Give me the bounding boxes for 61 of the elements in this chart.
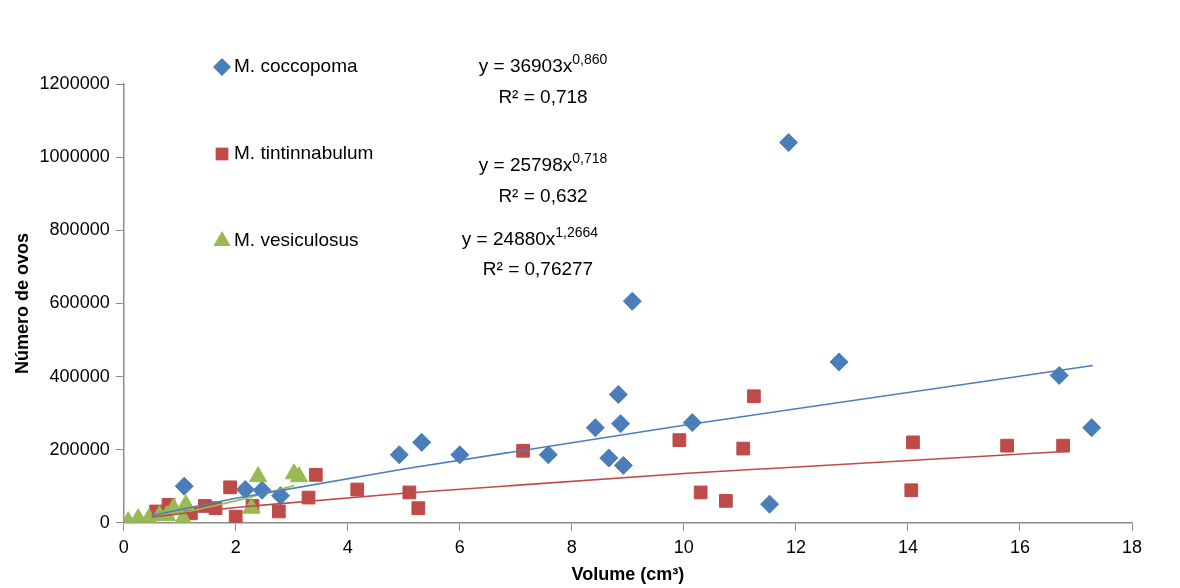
legend-label: M. coccopoma	[234, 55, 358, 77]
y-tick-label: 0	[99, 511, 110, 532]
point	[736, 441, 751, 456]
point	[1049, 365, 1069, 385]
y-tick-label: 600000	[49, 292, 110, 313]
y-tick-label: 1000000	[39, 146, 110, 167]
y-tick-label: 800000	[49, 219, 110, 240]
y-axis-title: Número de ovos	[11, 232, 32, 374]
point	[450, 445, 470, 465]
x-tick-label: 6	[454, 536, 465, 557]
point	[252, 480, 272, 500]
point	[389, 445, 409, 465]
x-tick-label: 16	[1009, 536, 1030, 557]
point	[672, 433, 687, 448]
x-tick-label: 18	[1121, 536, 1143, 557]
x-tick-label: 4	[342, 536, 353, 557]
x-tick-label: 14	[897, 536, 918, 557]
annotation: R² = 0,718	[498, 86, 588, 108]
point	[829, 352, 849, 372]
annotation: R² = 0,632	[498, 185, 588, 207]
point	[271, 486, 291, 506]
x-tick-label: 0	[118, 536, 129, 557]
point	[223, 480, 237, 495]
point	[719, 494, 733, 508]
y-tick-label: 200000	[49, 438, 110, 459]
legend-label: M. tintinnabulum	[234, 142, 374, 164]
point	[585, 418, 605, 438]
point	[906, 435, 920, 450]
point	[271, 504, 286, 519]
x-tick-label: 2	[230, 536, 241, 557]
x-axis-title: Volume (cm³)	[571, 564, 685, 585]
y-tick-label: 400000	[49, 365, 110, 386]
annotation: R² = 0,76277	[482, 258, 594, 280]
y-tick-label: 1200000	[39, 72, 110, 93]
point	[904, 483, 919, 498]
point	[693, 485, 708, 500]
point	[402, 485, 417, 500]
point	[228, 509, 243, 523]
point	[599, 448, 619, 468]
point	[1056, 438, 1070, 453]
x-tick-label: 8	[566, 536, 577, 557]
point	[308, 468, 323, 482]
point	[412, 432, 432, 452]
point	[611, 414, 631, 434]
point	[538, 445, 558, 465]
legend-label: M. vesiculosus	[234, 229, 359, 251]
point	[622, 291, 642, 311]
point	[613, 455, 633, 475]
point	[760, 494, 780, 514]
point	[174, 476, 194, 496]
point	[350, 482, 365, 497]
point	[1082, 418, 1102, 438]
x-tick-label: 12	[785, 536, 806, 557]
point	[779, 133, 799, 153]
point	[411, 501, 426, 516]
point	[682, 413, 702, 433]
point	[747, 389, 761, 404]
point	[301, 490, 316, 505]
x-tick-label: 10	[673, 536, 694, 557]
point	[1000, 438, 1014, 453]
point	[608, 384, 628, 404]
